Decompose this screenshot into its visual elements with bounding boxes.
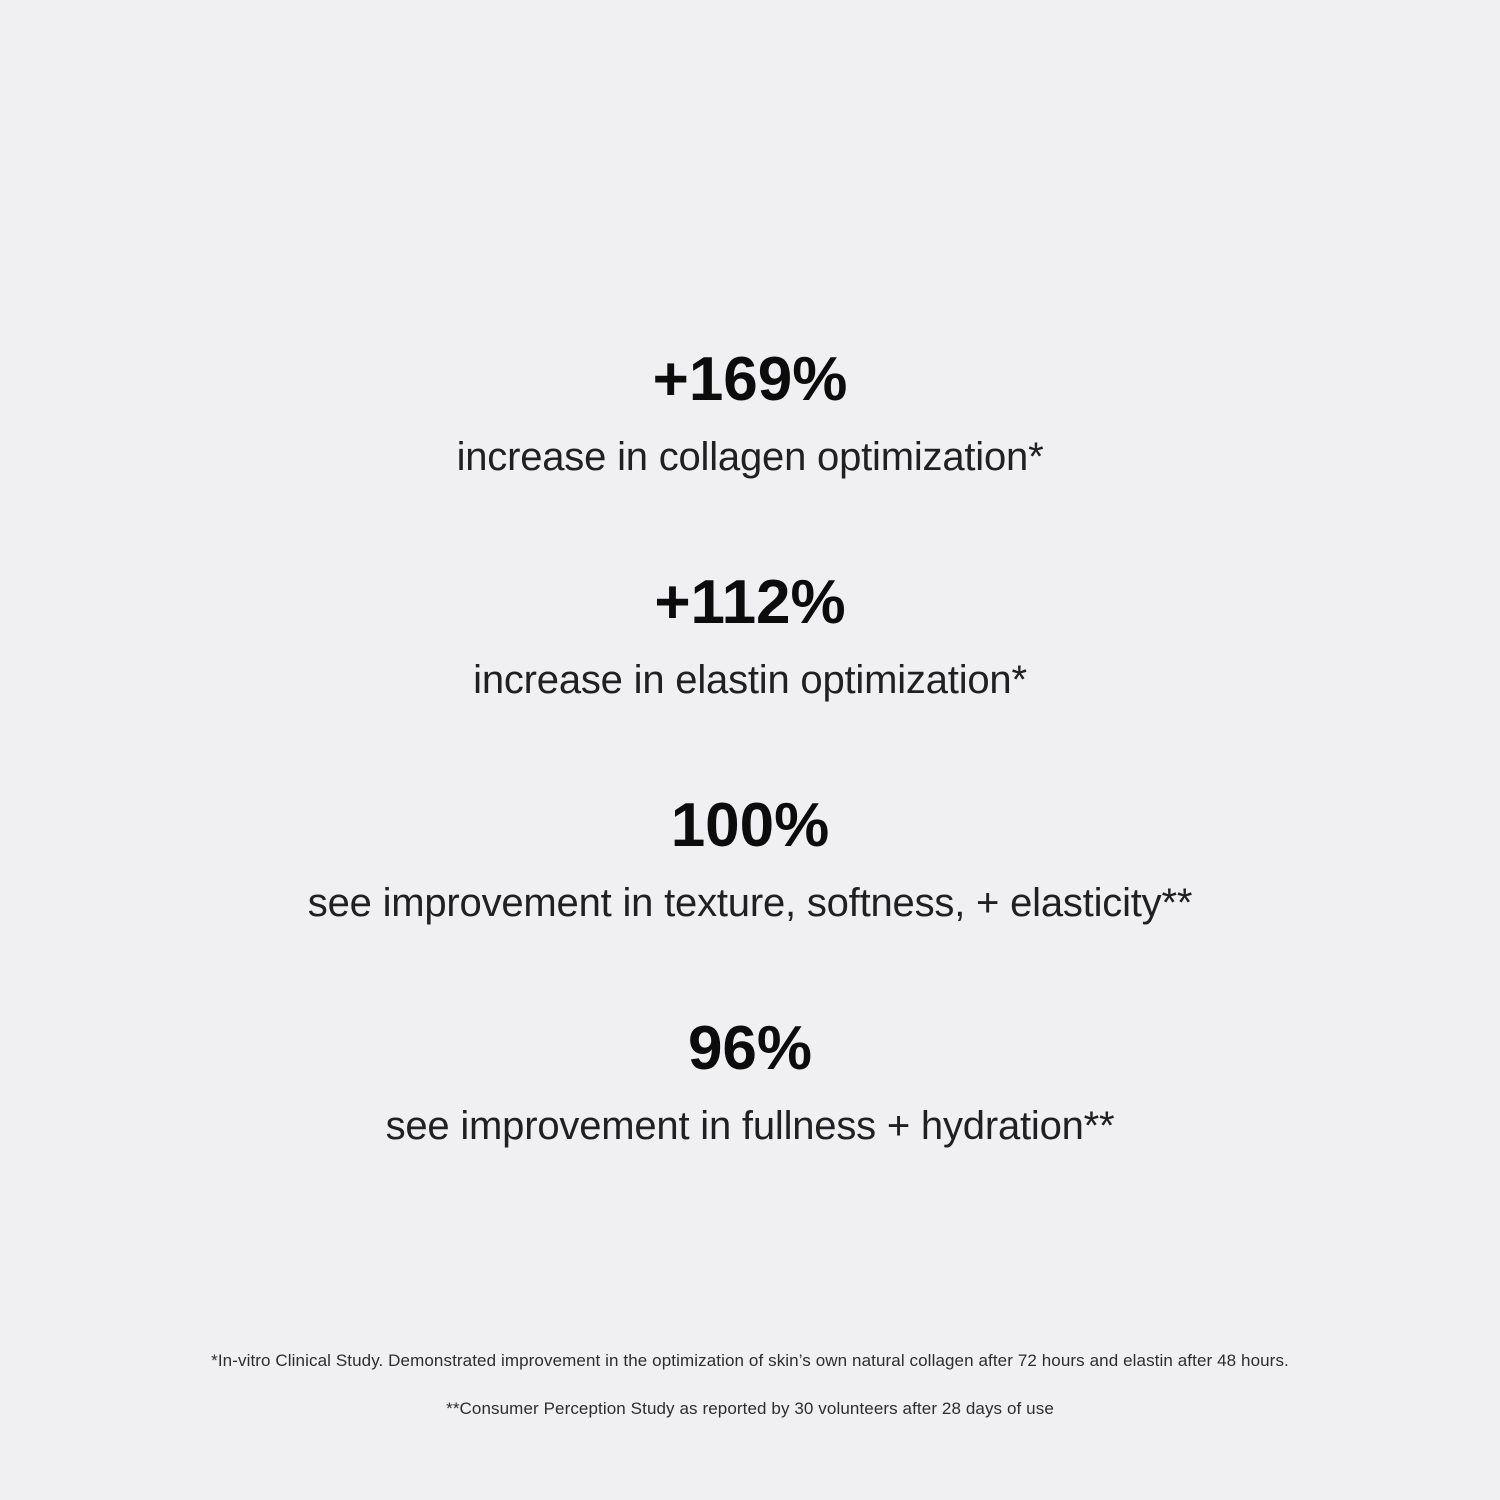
- stat-fullness: 96% see improvement in fullness + hydrat…: [0, 1014, 1500, 1148]
- stat-texture-value: 100%: [670, 791, 830, 860]
- stat-elastin: +112% increase in elastin optimization*: [0, 568, 1500, 702]
- stat-elastin-value: +112%: [654, 568, 846, 637]
- stat-collagen-label: increase in collagen optimization*: [456, 435, 1044, 479]
- stats-list: +169% increase in collagen optimization*…: [0, 345, 1500, 1148]
- stat-collagen: +169% increase in collagen optimization*: [0, 345, 1500, 479]
- footnotes: *In-vitro Clinical Study. Demonstrated i…: [0, 1350, 1500, 1420]
- footnote-consumer-study: **Consumer Perception Study as reported …: [446, 1399, 1054, 1418]
- stat-texture: 100% see improvement in texture, softnes…: [0, 791, 1500, 925]
- stat-texture-label: see improvement in texture, softness, + …: [307, 881, 1193, 925]
- stat-elastin-label: increase in elastin optimization*: [473, 658, 1027, 702]
- stat-fullness-label: see improvement in fullness + hydration*…: [385, 1104, 1115, 1148]
- footnote-clinical-study: *In-vitro Clinical Study. Demonstrated i…: [211, 1351, 1289, 1370]
- stat-fullness-value: 96%: [687, 1014, 813, 1083]
- stat-collagen-value: +169%: [652, 345, 848, 414]
